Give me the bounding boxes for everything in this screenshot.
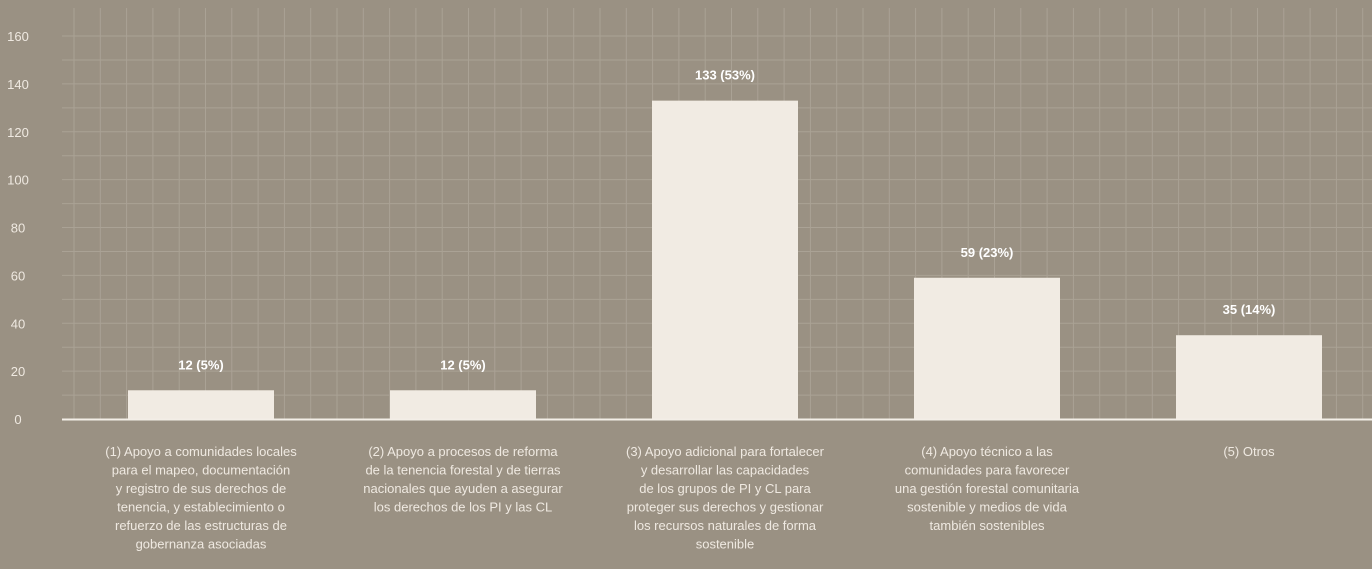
data-labels: 12 (5%) 12 (5%) 133 (53%) 59 (23%) 35 (14%) bbox=[178, 68, 1275, 373]
data-label: 133 (53%) bbox=[695, 68, 755, 83]
y-tick-label: 120 bbox=[7, 125, 29, 140]
data-label: 12 (5%) bbox=[178, 357, 224, 372]
data-label: 35 (14%) bbox=[1223, 302, 1276, 317]
category-label-line: proteger sus derechos y gestionar bbox=[627, 500, 824, 515]
category-label: (2) Apoyo a procesos de reforma de la ten… bbox=[363, 444, 563, 515]
y-tick-label: 160 bbox=[7, 29, 29, 44]
category-label-line: (1) Apoyo a comunidades locales bbox=[105, 444, 297, 459]
category-label-line: (2) Apoyo a procesos de reforma bbox=[368, 444, 558, 459]
y-tick-label: 40 bbox=[11, 316, 25, 331]
data-label: 59 (23%) bbox=[961, 245, 1014, 260]
bar bbox=[914, 277, 1060, 419]
category-label-line: sostenible bbox=[696, 537, 755, 552]
category-label-line: para el mapeo, documentación bbox=[112, 463, 291, 478]
category-label-line: gobernanza asociadas bbox=[136, 537, 267, 552]
category-label-line: una gestión forestal comunitaria bbox=[895, 481, 1080, 496]
y-tick-label: 20 bbox=[11, 364, 25, 379]
category-label-line: y registro de sus derechos de bbox=[116, 481, 287, 496]
data-label: 12 (5%) bbox=[440, 357, 486, 372]
category-label: (1) Apoyo a comunidades locales para el m… bbox=[105, 444, 297, 552]
bar bbox=[128, 390, 274, 419]
category-label-line: refuerzo de las estructuras de bbox=[115, 518, 287, 533]
category-label-line: nacionales que ayuden a asegurar bbox=[363, 481, 563, 496]
category-labels: (1) Apoyo a comunidades locales para el m… bbox=[105, 444, 1275, 552]
category-label-line: de los grupos de PI y CL para bbox=[639, 481, 811, 496]
y-tick-label: 140 bbox=[7, 77, 29, 92]
category-label-line: los derechos de los PI y las CL bbox=[374, 500, 552, 515]
category-label-line: tenencia, y establecimiento o bbox=[117, 500, 285, 515]
category-label-line: los recursos naturales de forma bbox=[634, 518, 817, 533]
y-tick-label: 80 bbox=[11, 221, 25, 236]
bar bbox=[652, 100, 798, 419]
category-label-line: comunidades para favorecer bbox=[905, 463, 1070, 478]
category-label-line: y desarrollar las capacidades bbox=[641, 463, 810, 478]
category-label: (5) Otros bbox=[1223, 444, 1275, 459]
category-label: (4) Apoyo técnico a las comunidades para … bbox=[895, 444, 1080, 533]
category-label-line: de la tenencia forestal y de tierras bbox=[365, 463, 561, 478]
category-label-line: (3) Apoyo adicional para fortalecer bbox=[626, 444, 825, 459]
category-label-line: (5) Otros bbox=[1223, 444, 1275, 459]
bar bbox=[1176, 335, 1322, 419]
y-tick-label: 0 bbox=[14, 412, 21, 427]
y-tick-label: 60 bbox=[11, 268, 25, 283]
category-label-line: sostenible y medios de vida bbox=[907, 500, 1067, 515]
y-tick-label: 100 bbox=[7, 173, 29, 188]
category-label: (3) Apoyo adicional para fortalecer y des… bbox=[626, 444, 825, 552]
bars bbox=[128, 100, 1322, 419]
bar bbox=[390, 390, 536, 419]
y-axis-ticks: 0 20 40 60 80 100 120 140 160 bbox=[7, 29, 29, 427]
category-label-line: también sostenibles bbox=[930, 518, 1045, 533]
category-label-line: (4) Apoyo técnico a las bbox=[921, 444, 1053, 459]
